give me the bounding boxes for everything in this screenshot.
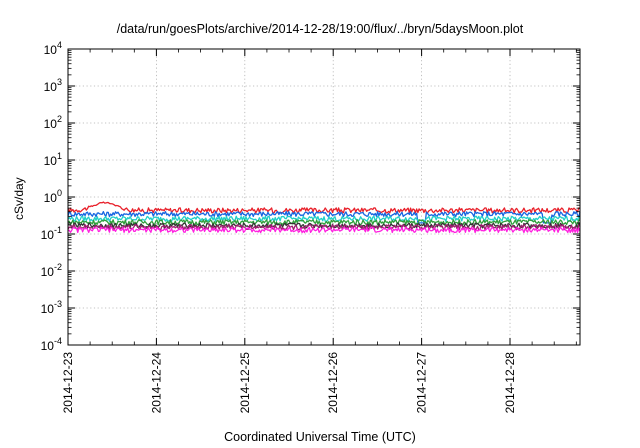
x-tick-label: 2014-12-25 — [238, 352, 252, 414]
x-axis-label: Coordinated Universal Time (UTC) — [224, 430, 416, 444]
series-line-2 — [67, 210, 581, 224]
y-tick-label: 102 — [44, 114, 62, 131]
series-line-7 — [67, 226, 581, 234]
series-line-1 — [67, 201, 581, 214]
y-tick-label: 101 — [44, 151, 62, 168]
y-tick-label: 10-1 — [41, 225, 62, 242]
y-tick-label: 10-3 — [41, 299, 62, 316]
y-tick-label: 100 — [44, 188, 62, 205]
gridlines — [68, 49, 580, 345]
x-tick-labels: 2014-12-23 2014-12-24 2014-12-25 2014-12-26… — [61, 352, 517, 414]
series-lines — [67, 201, 581, 234]
y-axis-label: cSv/day — [12, 177, 26, 220]
y-tick-label: 10-4 — [41, 336, 62, 353]
tick-marks — [67, 48, 580, 346]
y-tick-label: 10-2 — [41, 262, 62, 279]
series-line-3 — [67, 215, 581, 223]
x-tick-label: 2014-12-28 — [503, 352, 517, 414]
x-tick-label: 2014-12-23 — [61, 352, 75, 414]
y-tick-label: 103 — [44, 77, 62, 94]
y-tick-label: 104 — [44, 40, 62, 57]
x-tick-label: 2014-12-26 — [326, 352, 340, 414]
chart-title: /data/run/goesPlots/archive/2014-12-28/1… — [116, 22, 524, 36]
x-tick-label: 2014-12-27 — [415, 352, 429, 414]
y-tick-labels: 104 103 102 101 100 10-1 10-2 10-3 10-4 — [41, 40, 62, 353]
x-tick-label: 2014-12-24 — [149, 352, 163, 414]
